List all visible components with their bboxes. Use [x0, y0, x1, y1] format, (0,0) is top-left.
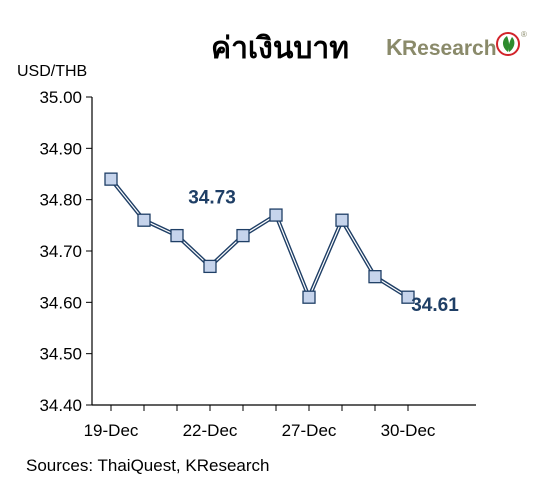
data-point: [170, 228, 184, 243]
x-axis: 19-Dec 22-Dec 27-Dec 30-Dec: [84, 404, 476, 440]
data-label: 34.61: [411, 295, 459, 316]
data-point: [137, 213, 151, 227]
data-point: [269, 208, 283, 222]
brand-research: Research: [402, 37, 497, 60]
x-tick-label: 19-Dec: [84, 421, 139, 440]
y-tick-label: 34.60: [39, 293, 82, 312]
data-point: [368, 270, 382, 284]
source-note: Sources: ThaiQuest, KResearch: [26, 456, 269, 475]
data-point: [203, 259, 217, 274]
y-tick-label: 34.50: [39, 345, 82, 364]
data-point: [104, 172, 118, 186]
y-tick-label: 35.00: [39, 88, 82, 107]
data-point: [302, 290, 316, 304]
data-labels: 34.73 34.61: [188, 188, 459, 317]
x-tick-label: 27-Dec: [282, 421, 337, 440]
series-line-highlight: [110, 178, 409, 299]
data-point: [401, 290, 415, 304]
data-point: [335, 213, 349, 227]
y-axis-label: USD/THB: [17, 63, 87, 80]
x-tick-label: 22-Dec: [183, 421, 238, 440]
chart-title: ค่าเงินบาท: [211, 31, 349, 66]
y-tick-label: 34.80: [39, 191, 82, 210]
data-point: [236, 228, 250, 243]
series-usd-thb: [104, 172, 415, 304]
kresearch-logo: K Research ®: [386, 30, 527, 60]
x-tick-label: 30-Dec: [381, 421, 436, 440]
kbank-leaf-icon: [496, 32, 520, 56]
registered-mark: ®: [521, 30, 527, 39]
y-tick-label: 34.90: [39, 139, 82, 158]
y-tick-label: 34.70: [39, 242, 82, 261]
brand-k: K: [386, 34, 403, 60]
series-line: [109, 177, 410, 303]
y-axis: 34.40 34.50 34.60 34.70 34.80 34.90 35.00: [39, 88, 93, 415]
data-label: 34.73: [188, 188, 236, 209]
y-tick-label: 34.40: [39, 396, 82, 415]
